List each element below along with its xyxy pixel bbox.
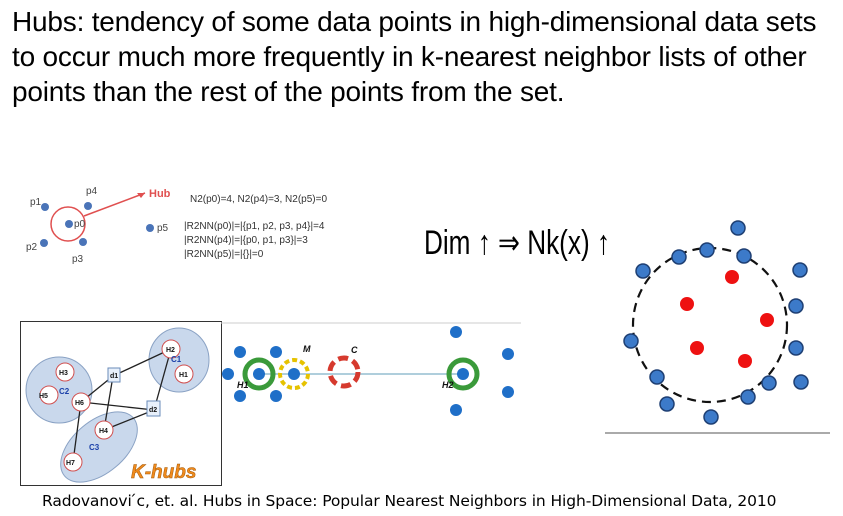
point (730, 220, 746, 236)
point-p3 (79, 238, 87, 246)
label-h3: H3 (59, 370, 68, 377)
point-p1 (41, 203, 49, 211)
point-p4 (84, 202, 92, 210)
label-h2: H2 (442, 380, 454, 390)
point-p2 (40, 239, 48, 247)
point-p5 (146, 224, 154, 232)
label-p5: p5 (157, 223, 169, 234)
label-h5: H5 (39, 393, 48, 400)
point-p0 (65, 220, 73, 228)
r2nn-line-0: |R2NN(p0)|=|{p1, p2, p3, p4}|=4 (184, 221, 325, 232)
label-h1: H1 (179, 372, 188, 379)
label-d2: d2 (149, 407, 157, 414)
n2-line: N2(p0)=4, N2(p4)=3, N2(p5)=0 (190, 194, 327, 205)
label-p1: p1 (30, 197, 42, 208)
hub-label: Hub (149, 188, 171, 200)
label-m: M (303, 344, 311, 354)
k-hubs-brand: K-hubs (131, 462, 196, 483)
citation: Radovanovi ́c, et. al. Hubs in Space: Po… (42, 492, 777, 510)
label-c1: C1 (171, 355, 182, 364)
dimension-formula: Dim ↑ ⇒ Nk(x) ↑ (424, 224, 610, 262)
k-hubs-figure: H3 H5 H6 H2 H1 H4 H7 d1 d2 C1 C2 C3 K-hu… (20, 321, 222, 486)
hubs-circle-figure (605, 220, 830, 434)
label-h4: H4 (99, 428, 108, 435)
r2nn-line-2: |R2NN(p5)|=|{}|=0 (184, 249, 264, 260)
label-c2: C2 (59, 387, 70, 396)
label-h1: H1 (237, 380, 249, 390)
label-c3: C3 (89, 443, 100, 452)
label-p2: p2 (26, 242, 38, 253)
label-p3: p3 (72, 254, 84, 265)
formula-text: Dim ↑ ⇒ Nk(x) ↑ (424, 224, 610, 262)
hub-rings-figure: M C H1 H2 (221, 322, 521, 416)
label-c: C (351, 345, 358, 355)
label-p0: p0 (74, 219, 86, 230)
label-h7: H7 (66, 460, 75, 467)
slide-title: Hubs: tendency of some data points in hi… (12, 6, 817, 107)
hub-example-figure: Hub p0 p1 p2 p3 p4 p5 N2(p0)=4, N2(p4)=3… (26, 186, 327, 265)
label-h6: H6 (75, 400, 84, 407)
label-p4: p4 (86, 186, 98, 197)
label-d1: d1 (110, 373, 118, 380)
label-h2: H2 (166, 347, 175, 354)
r2nn-line-1: |R2NN(p4)|=|{p0, p1, p3}|=3 (184, 235, 308, 246)
